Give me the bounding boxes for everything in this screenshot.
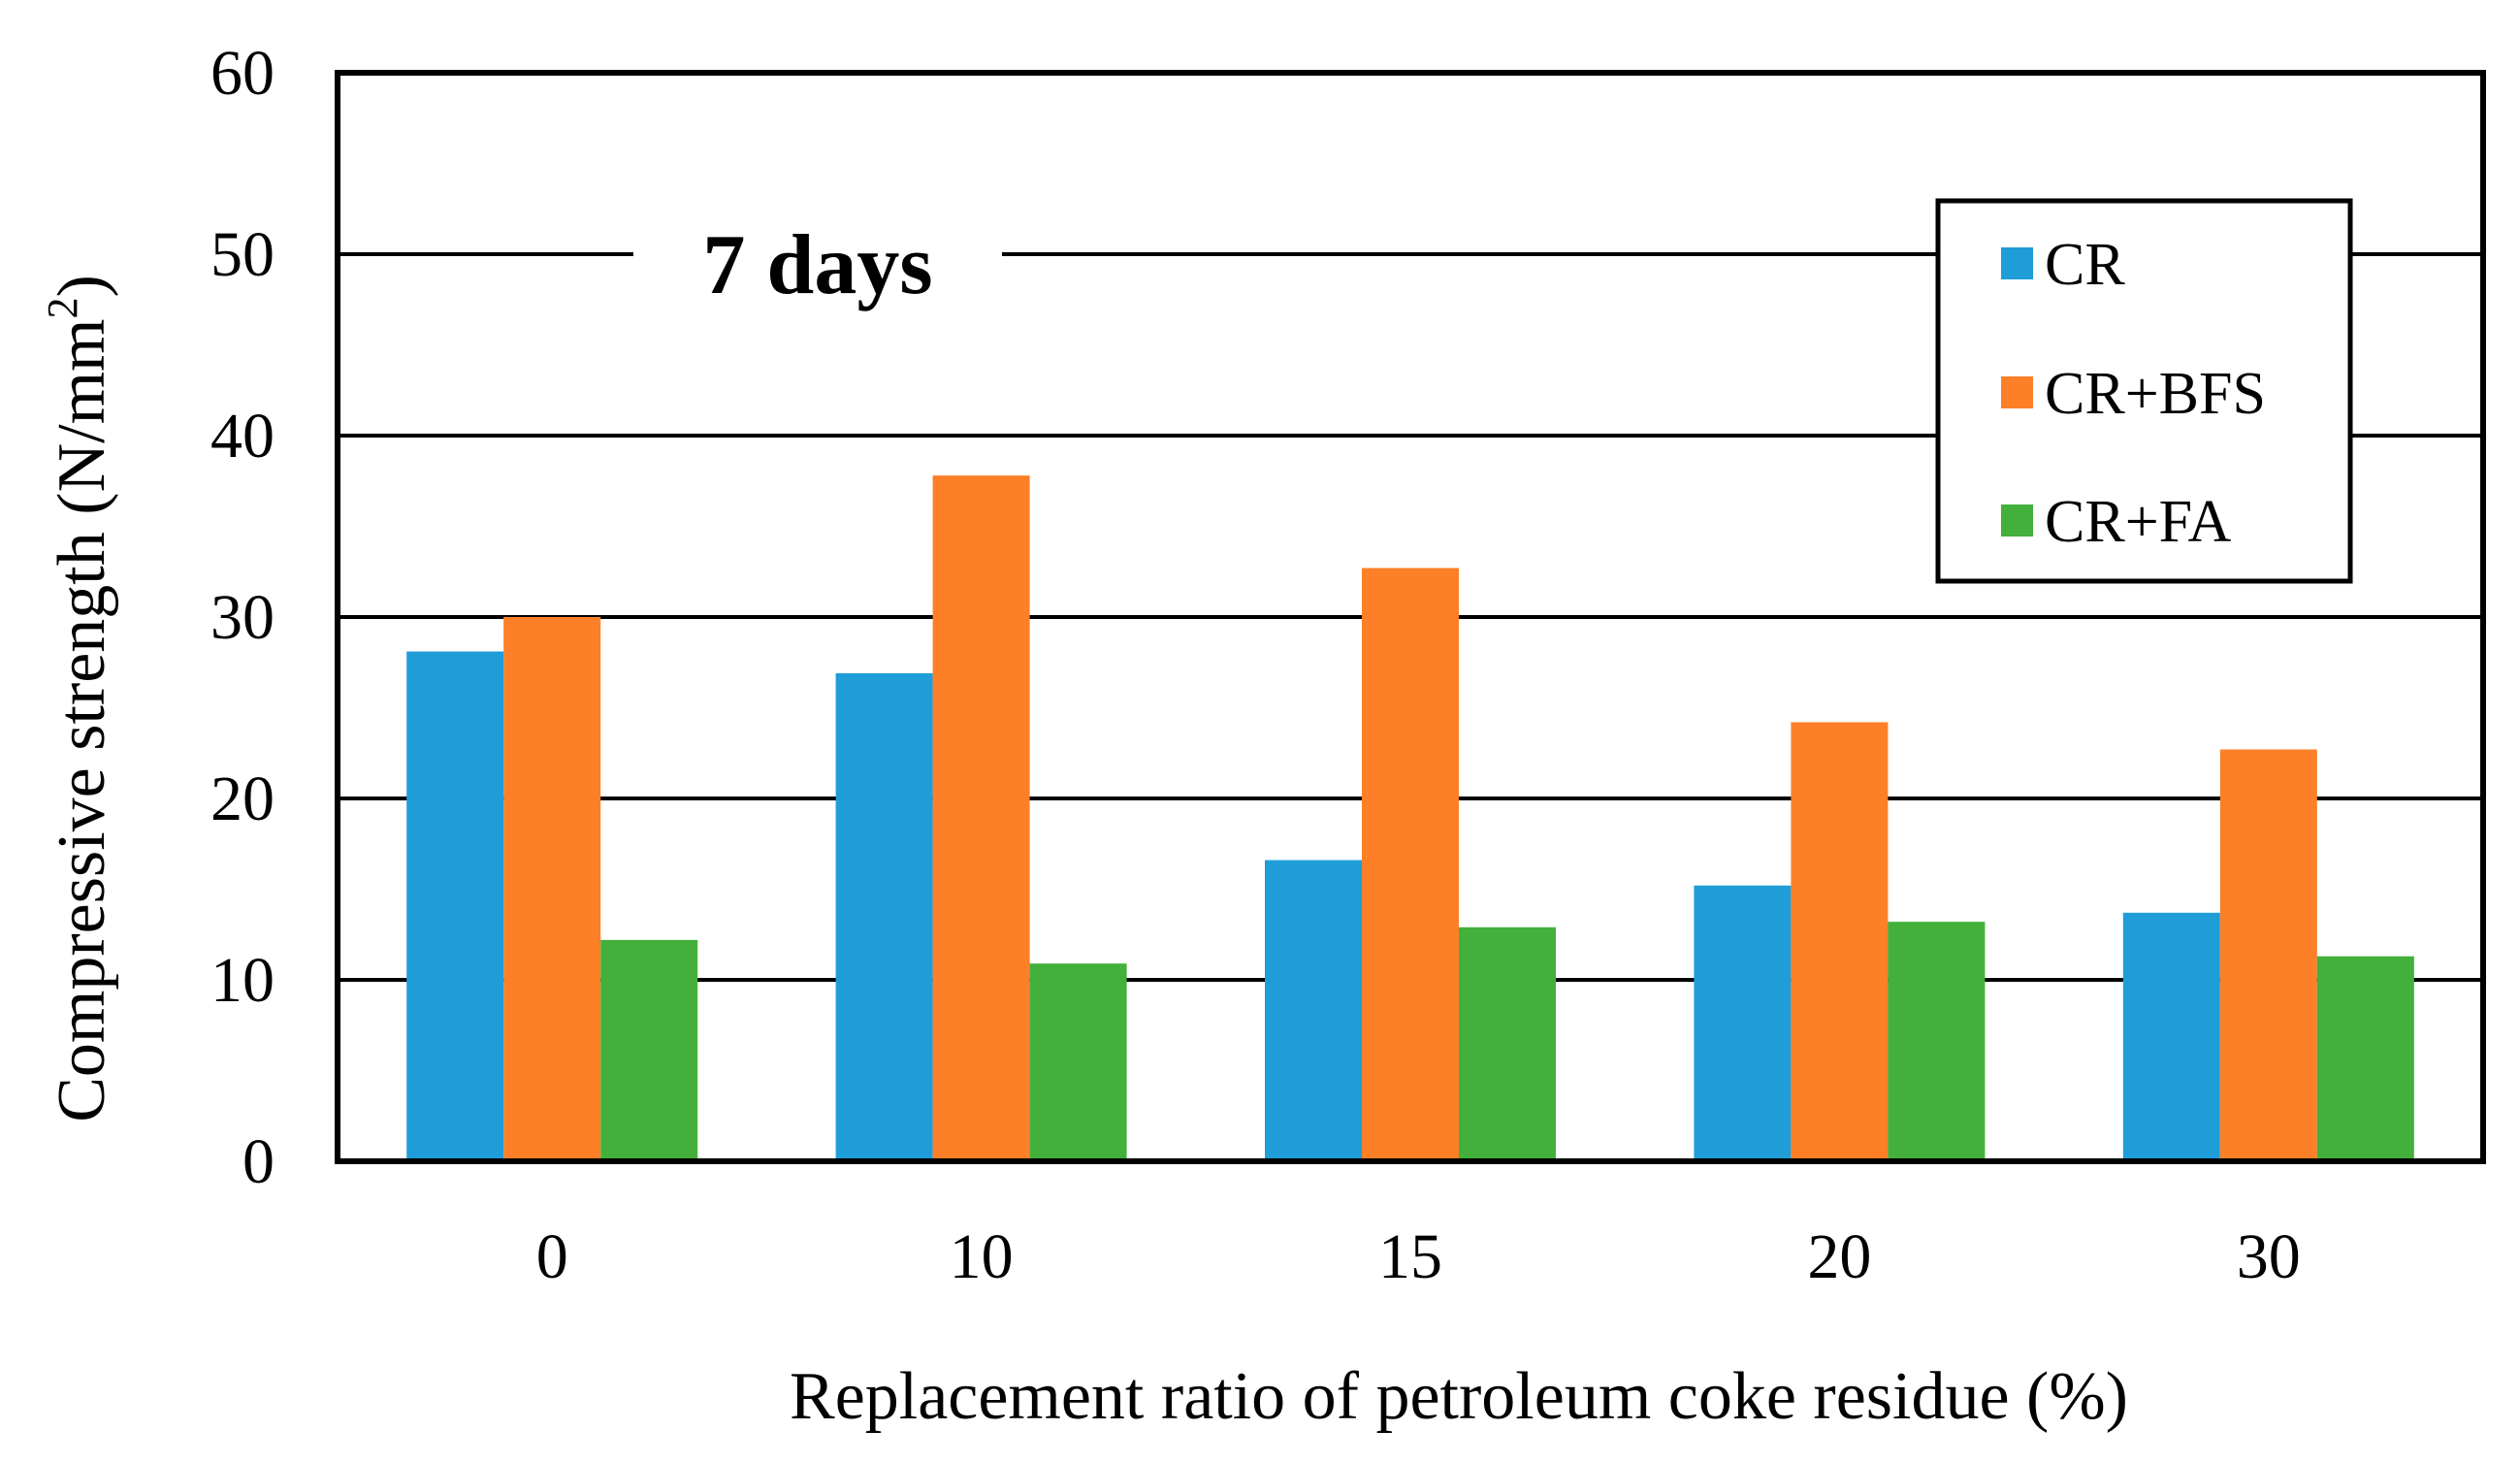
y-tick-label: 30: [210, 582, 275, 653]
legend-swatch-cr-bfs: [2001, 376, 2033, 408]
bar-cr-bfs-0: [503, 617, 601, 1161]
x-tick-label: 15: [1378, 1221, 1442, 1292]
bar-cr-0: [406, 651, 504, 1161]
legend-label-cr-fa: CR+FA: [2045, 489, 2232, 555]
x-axis-title: Replacement ratio of petroleum coke resi…: [790, 1359, 2128, 1434]
y-tick-labels: 0 10 20 30 40 50 60: [210, 38, 275, 1197]
bar-cr-fa-20: [1888, 922, 1986, 1161]
bar-cr-fa-30: [2316, 956, 2414, 1161]
annotation-background: [633, 215, 1002, 322]
y-tick-label: 50: [210, 219, 275, 290]
legend-swatch-cr-fa: [2001, 504, 2033, 536]
y-tick-label: 40: [210, 401, 275, 471]
bar-cr-bfs-10: [932, 475, 1030, 1161]
x-tick-label: 20: [1807, 1221, 1871, 1292]
y-tick-label: 60: [210, 38, 275, 109]
y-axis-title: Compressive strength (N/mm2): [39, 275, 119, 1122]
bars: [406, 475, 2414, 1161]
plot-frame: [335, 70, 2486, 1164]
bar-cr-10: [835, 672, 933, 1161]
y-tick-label: 10: [210, 945, 275, 1016]
bar-cr-fa-10: [1029, 963, 1127, 1161]
legend-label-cr: CR: [2045, 232, 2125, 298]
bar-cr-fa-0: [600, 939, 698, 1161]
y-tick-label: 0: [242, 1126, 275, 1197]
x-tick-label: 30: [2237, 1221, 2301, 1292]
bar-cr-bfs-30: [2219, 749, 2317, 1161]
y-axis-title-main: Compressive strength (N/mm: [45, 319, 119, 1122]
bar-cr-15: [1265, 860, 1362, 1161]
bar-cr-bfs-15: [1362, 568, 1459, 1161]
bar-cr-30: [2122, 912, 2220, 1161]
y-tick-label: 20: [210, 764, 275, 834]
x-tick-label: 10: [950, 1221, 1014, 1292]
legend-label-cr-bfs: CR+BFS: [2045, 361, 2266, 427]
bar-cr-20: [1694, 885, 1792, 1161]
bar-cr-fa-15: [1459, 927, 1556, 1161]
legend-swatch-cr: [2001, 247, 2033, 279]
x-tick-labels: 0 10 15 20 30: [536, 1221, 2301, 1292]
bar-cr-bfs-20: [1791, 722, 1889, 1161]
y-axis-title-suffix: ): [45, 275, 119, 297]
chart-annotation: 7 days: [702, 218, 932, 312]
x-tick-label: 0: [536, 1221, 568, 1292]
y-axis-title-superscript: 2: [39, 298, 86, 319]
legend: CR CR+BFS CR+FA: [1935, 198, 2353, 584]
annotation-group: 7 days: [633, 215, 1002, 322]
